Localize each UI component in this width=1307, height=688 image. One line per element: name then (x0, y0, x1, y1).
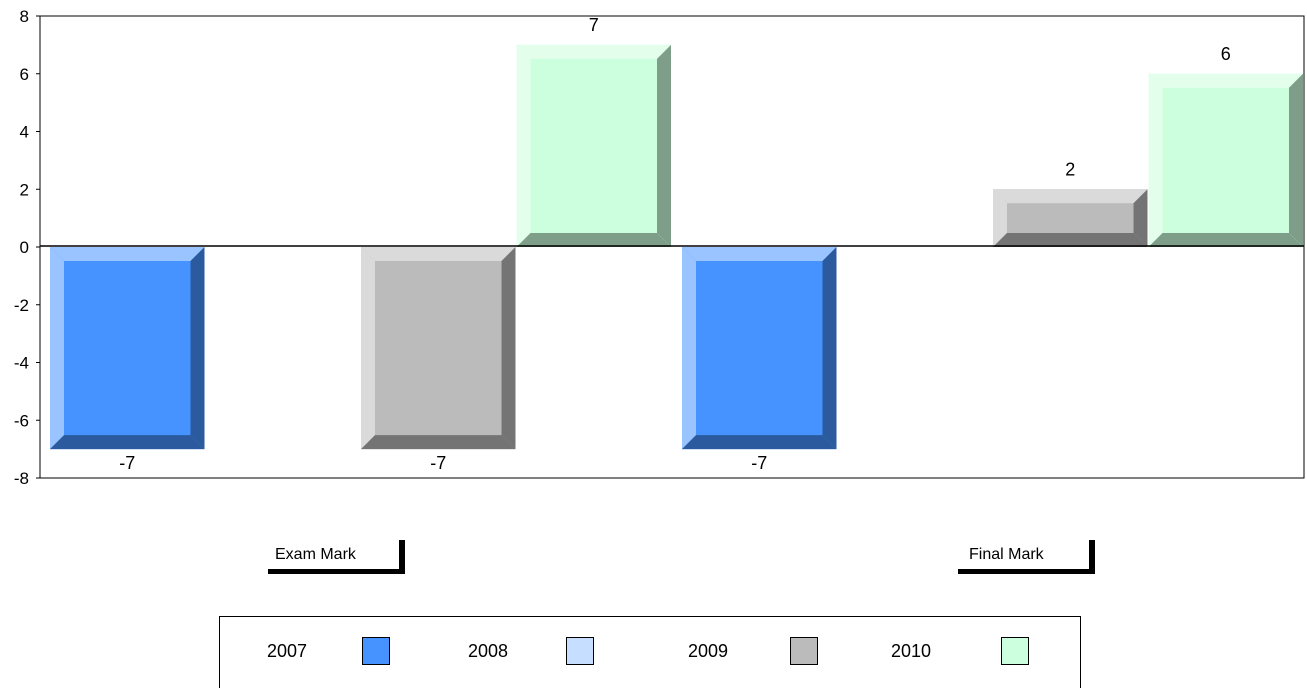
data-label: -7 (430, 453, 446, 473)
data-label: 6 (1221, 44, 1231, 64)
bar-2009-final-mark (993, 189, 1148, 247)
data-label: -7 (751, 453, 767, 473)
legend-label: 2009 (688, 641, 729, 661)
legend-swatch (790, 637, 818, 665)
category-bracket-horizontal (958, 569, 1095, 574)
data-label: 2 (1065, 159, 1075, 179)
y-tick-label: 0 (20, 238, 29, 257)
legend-item-2009: 2009 (688, 637, 848, 667)
legend-label: 2007 (267, 641, 308, 661)
category-label-exam-mark: Exam Mark (268, 540, 405, 580)
data-label: 7 (589, 15, 599, 35)
legend-swatch (1001, 637, 1029, 665)
bar-2010-exam-mark (516, 44, 671, 247)
y-tick-label: -8 (14, 469, 29, 488)
category-label-final-mark: Final Mark (958, 540, 1095, 580)
legend-label: 2008 (468, 641, 509, 661)
bar-2009-exam-mark (361, 247, 516, 450)
y-tick-label: -6 (14, 411, 29, 430)
y-tick-label: 4 (20, 123, 29, 142)
bars (50, 44, 1303, 450)
bar-2010-final-mark (1148, 73, 1303, 247)
y-tick-label: 2 (20, 180, 29, 199)
category-bracket-horizontal (268, 569, 405, 574)
y-tick-label: -4 (14, 354, 29, 373)
data-labels: -7 -7 -7 2 7 6 (119, 15, 1231, 473)
legend-item-2008: 2008 (468, 637, 628, 667)
y-tick-label: 6 (20, 65, 29, 84)
y-tick-label: 8 (20, 7, 29, 26)
bar-chart: 8 6 4 2 0 -2 -4 -6 -8 -7 -7 -7 2 7 6 (14, 7, 1305, 488)
legend-item-2010: 2010 (891, 637, 1051, 667)
legend: 2007 2008 2009 2010 (219, 616, 1081, 688)
plot-frame (39, 15, 1305, 479)
bar-2007-final-mark (682, 247, 837, 450)
legend-swatch (362, 637, 390, 665)
y-axis: 8 6 4 2 0 -2 -4 -6 -8 (14, 7, 40, 488)
category-label-text: Exam Mark (275, 546, 356, 563)
bar-2007-exam-mark (50, 247, 205, 450)
category-bracket-vertical (399, 540, 405, 574)
category-bracket-vertical (1089, 540, 1095, 574)
legend-item-2007: 2007 (267, 637, 427, 667)
legend-label: 2010 (891, 641, 932, 661)
category-label-text: Final Mark (969, 546, 1044, 563)
legend-swatch (566, 637, 594, 665)
data-label: -7 (119, 453, 135, 473)
y-tick-label: -2 (14, 296, 29, 315)
